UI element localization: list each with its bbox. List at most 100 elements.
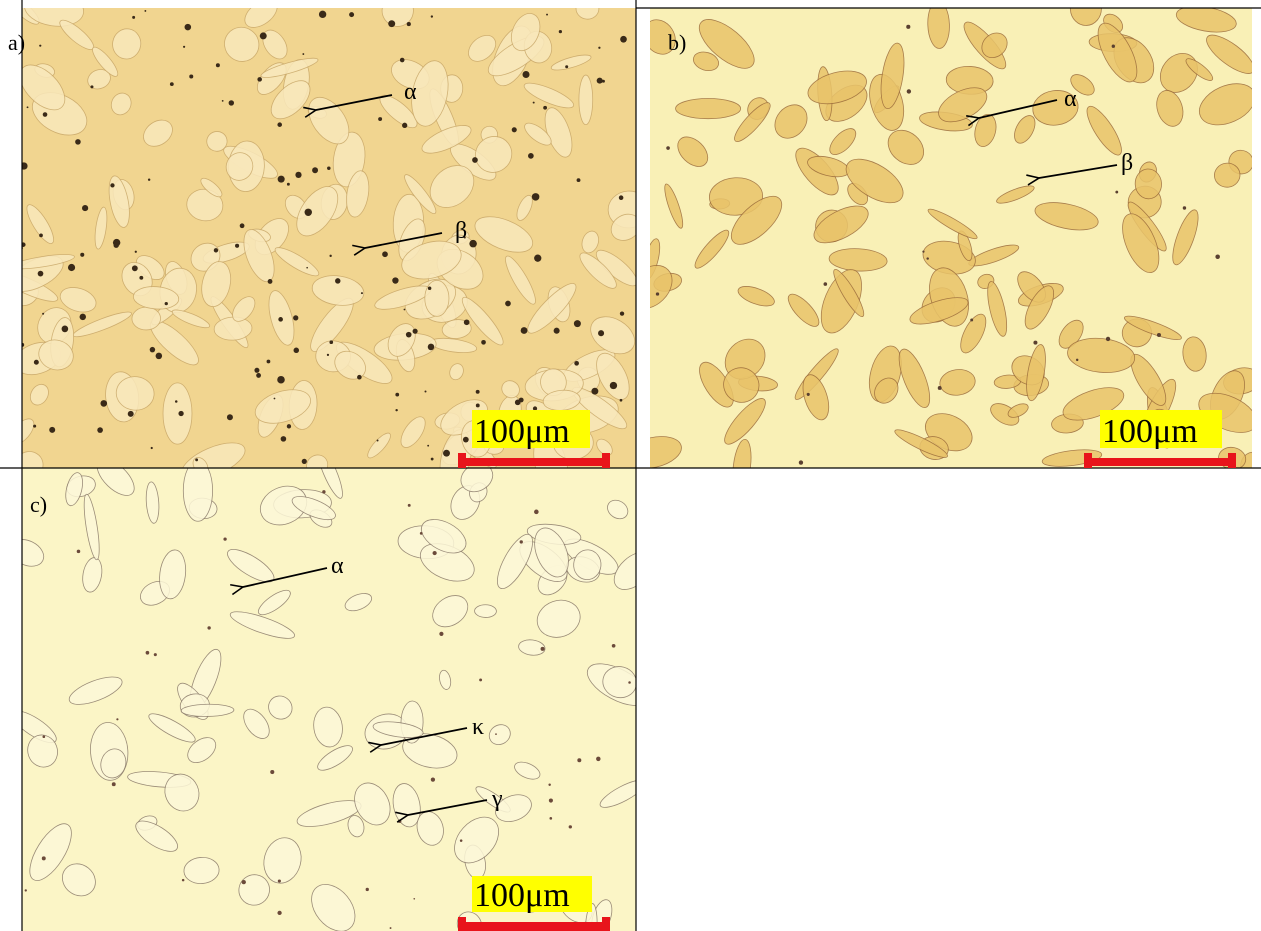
texture-blob	[294, 348, 299, 353]
texture-blob	[577, 178, 581, 182]
texture-blob	[407, 22, 411, 26]
texture-blob	[327, 167, 330, 170]
texture-blob	[532, 193, 540, 201]
texture-blob	[260, 32, 267, 39]
texture-blob	[543, 106, 547, 110]
texture-blob	[404, 309, 406, 311]
texture-blob	[135, 251, 137, 253]
texture-blob	[408, 504, 411, 507]
texture-blob	[574, 361, 579, 366]
texture-blob	[329, 255, 331, 257]
texture-blob	[305, 209, 312, 216]
texture-blob	[1215, 254, 1220, 259]
texture-blob	[229, 100, 234, 105]
texture-blob	[274, 398, 276, 400]
texture-blob	[431, 458, 434, 461]
texture-blob	[620, 311, 624, 315]
texture-blob	[156, 353, 163, 360]
phase-label: β	[1121, 150, 1133, 176]
texture-blob	[49, 427, 55, 433]
texture-blob	[596, 757, 600, 761]
texture-blob	[222, 100, 224, 102]
texture-blob	[150, 347, 155, 352]
texture-blob	[366, 888, 369, 891]
texture-blob	[116, 718, 118, 720]
texture-blob	[400, 58, 405, 63]
texture-blob	[390, 927, 392, 929]
texture-blob	[268, 279, 273, 284]
texture-blob	[824, 282, 828, 286]
texture-blob	[110, 183, 114, 187]
texture-blob	[235, 244, 239, 248]
texture-blob	[610, 382, 617, 389]
texture-blob	[27, 106, 29, 108]
texture-blob	[38, 271, 44, 277]
texture-blob	[100, 400, 107, 407]
scale-text: 100μm	[1102, 413, 1198, 450]
panel-label: b)	[668, 30, 686, 55]
phase-label: κ	[472, 714, 484, 740]
texture-blob	[132, 307, 161, 330]
texture-blob	[281, 436, 287, 442]
texture-blob	[132, 16, 135, 19]
texture-blob	[114, 243, 119, 248]
texture-blob	[433, 551, 437, 555]
scale-text: 100μm	[474, 413, 570, 450]
texture-blob	[922, 251, 924, 253]
texture-blob	[1115, 191, 1118, 194]
texture-blob	[378, 117, 382, 121]
texture-blob	[146, 651, 150, 655]
texture-blob	[597, 78, 603, 84]
texture-blob	[132, 265, 138, 271]
texture-blob	[528, 153, 534, 159]
texture-blob	[598, 330, 604, 336]
texture-blob	[464, 319, 470, 325]
panel-label: c)	[30, 492, 47, 517]
texture-blob	[628, 681, 631, 684]
phase-label: α	[1064, 86, 1077, 112]
texture-blob	[82, 205, 88, 211]
texture-blob	[439, 632, 443, 636]
texture-blob	[970, 319, 973, 322]
texture-blob	[39, 45, 41, 47]
texture-blob	[431, 777, 435, 781]
texture-blob	[277, 376, 285, 384]
texture-blob	[476, 404, 480, 408]
texture-blob	[195, 458, 198, 461]
texture-blob	[420, 532, 423, 535]
texture-blob	[302, 459, 307, 464]
texture-blob	[20, 162, 27, 169]
texture-blob	[443, 450, 450, 457]
texture-blob	[163, 383, 192, 444]
texture-blob	[302, 53, 304, 55]
texture-blob	[183, 46, 185, 48]
texture-blob	[165, 302, 168, 305]
texture-blob	[97, 427, 103, 433]
texture-blob	[676, 98, 741, 118]
texture-blob	[242, 880, 246, 884]
texture-blob	[1157, 333, 1161, 337]
texture-blob	[189, 74, 193, 78]
texture-blob	[481, 340, 486, 345]
texture-blob	[520, 540, 523, 543]
texture-blob	[534, 510, 539, 515]
texture-blob	[223, 537, 226, 540]
texture-blob	[182, 879, 185, 882]
texture-blob	[534, 255, 541, 262]
texture-blob	[398, 819, 401, 822]
texture-blob	[382, 251, 388, 257]
texture-blob	[75, 139, 81, 145]
texture-blob	[402, 123, 407, 128]
texture-blob	[479, 678, 482, 681]
texture-blob	[42, 856, 46, 860]
texture-blob	[428, 287, 432, 291]
texture-blob	[476, 390, 480, 394]
texture-blob	[522, 71, 529, 78]
texture-blob	[128, 411, 134, 417]
texture-blob	[34, 360, 39, 365]
texture-blob	[335, 278, 340, 283]
texture-blob	[413, 329, 418, 334]
texture-blob	[144, 10, 146, 12]
panel-label: a)	[8, 30, 25, 55]
texture-blob	[256, 373, 261, 378]
